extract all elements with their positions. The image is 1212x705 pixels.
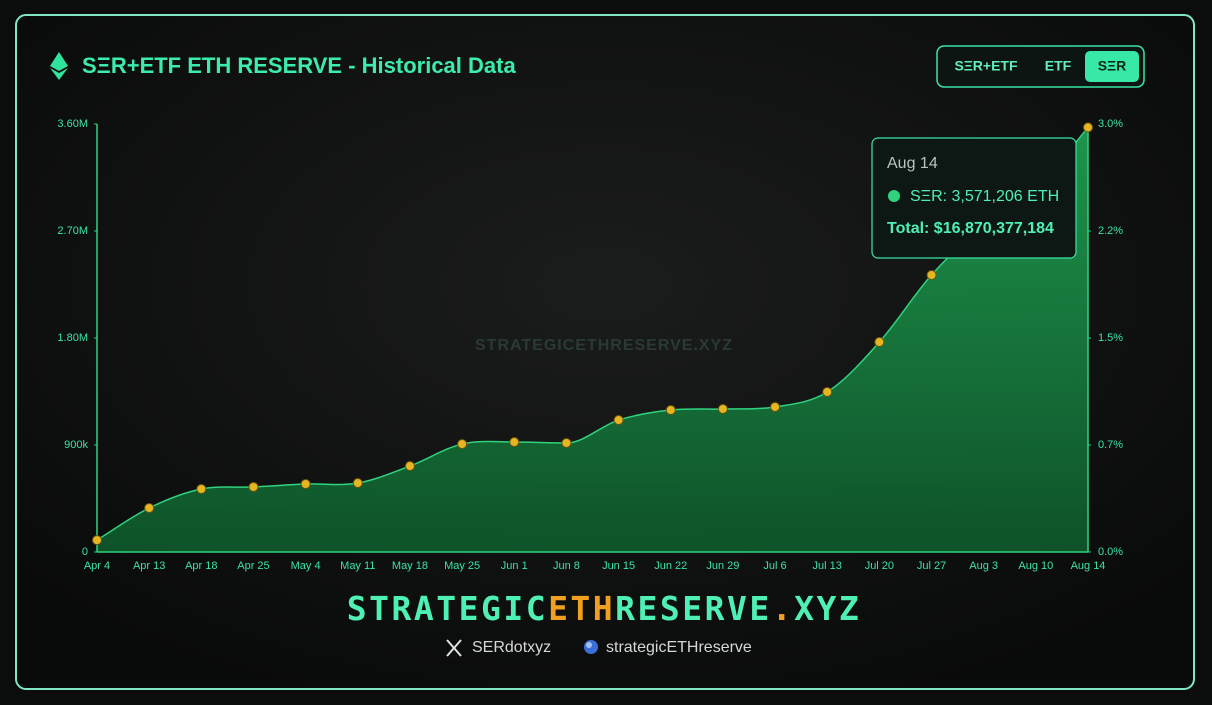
x-tick-label: Aug 14 [1071, 560, 1106, 572]
brand-part: STRATEGIC [347, 589, 548, 628]
x-tick-label: Jun 22 [654, 560, 687, 572]
x-tick-label: Apr 4 [84, 560, 110, 572]
toggle-button[interactable]: SΞR [1085, 51, 1139, 82]
y-tick-label: 900k [64, 439, 88, 451]
marker [613, 415, 624, 426]
marker [404, 461, 415, 472]
x-tick-label: May 18 [392, 560, 428, 572]
marker [874, 337, 885, 348]
toggle-label: ETF [1045, 58, 1072, 74]
x-tick-label: Jun 8 [553, 560, 580, 572]
x-tick-label: Jul 27 [917, 560, 946, 572]
marker [1083, 122, 1093, 133]
eth-icon [50, 52, 68, 80]
social-web: strategicETHreserve [606, 639, 752, 656]
social-x: SERdotxyz [472, 639, 551, 656]
marker [770, 401, 781, 412]
x-tick-label: Apr 13 [133, 560, 165, 572]
watermark: STRATEGICETHRESERVE.XYZ [475, 337, 733, 354]
marker [561, 437, 572, 448]
marker [926, 269, 937, 280]
marker [144, 503, 155, 514]
y2-tick-label: 0.0% [1098, 546, 1123, 558]
y2-tick-label: 3.0% [1098, 118, 1123, 130]
area [97, 127, 1088, 553]
tooltip-date: Aug 14 [887, 155, 938, 172]
brand: STRATEGICETHRESERVE.XYZ [347, 589, 861, 628]
marker [457, 439, 468, 450]
marker [509, 437, 520, 448]
marker [822, 386, 833, 397]
marker [665, 405, 676, 416]
x-tick-label: Jul 13 [813, 560, 842, 572]
toggle-label: SΞR+ETF [954, 58, 1018, 74]
x-tick-label: Jul 20 [865, 560, 894, 572]
toggle-active-bg [1085, 51, 1139, 82]
y-tick-label: 1.80M [57, 332, 88, 344]
y2-tick-label: 0.7% [1098, 439, 1123, 451]
x-tick-label: Apr 18 [185, 560, 217, 572]
y2-tick-label: 1.5% [1098, 332, 1123, 344]
tooltip-swatch [888, 190, 900, 202]
marker [92, 535, 102, 546]
x-tick-label: Aug 3 [969, 560, 998, 572]
x-tick-label: Apr 25 [237, 560, 269, 572]
brand-part: RESERVE [615, 589, 772, 628]
brand-part: XYZ [794, 589, 861, 628]
tooltip [871, 137, 1077, 259]
x-tick-label: Jul 6 [763, 560, 786, 572]
marker [717, 403, 728, 414]
tooltip-total: Total: $16,870,377,184 [887, 220, 1054, 237]
marker [196, 483, 207, 494]
toggle-button[interactable]: SΞR+ETF [954, 58, 1018, 74]
marker [352, 478, 363, 489]
y-tick-label: 3.60M [57, 118, 88, 130]
chart-title: SΞR+ETF ETH RESERVE - Historical Data [82, 53, 516, 78]
brand-part: . [772, 589, 794, 628]
brand-part: ETH [548, 589, 615, 628]
x-tick-label: Jun 29 [706, 560, 739, 572]
y-tick-label: 2.70M [57, 225, 88, 237]
marker [248, 481, 259, 492]
toggle-button[interactable]: ETF [1045, 58, 1072, 74]
x-tick-label: Jun 15 [602, 560, 635, 572]
x-icon [446, 639, 462, 657]
x-tick-label: May 25 [444, 560, 480, 572]
tooltip-holding: SΞR: 3,571,206 ETH [910, 188, 1059, 205]
x-tick-label: Aug 10 [1018, 560, 1053, 572]
x-tick-label: May 4 [291, 560, 321, 572]
globe-shine [586, 642, 592, 648]
y-tick-label: 0 [82, 546, 88, 558]
x-tick-label: Jun 1 [501, 560, 528, 572]
marker [300, 478, 311, 489]
toggle-label: SΞR [1098, 58, 1126, 74]
y2-tick-label: 2.2% [1098, 225, 1123, 237]
x-tick-label: May 11 [340, 560, 375, 572]
